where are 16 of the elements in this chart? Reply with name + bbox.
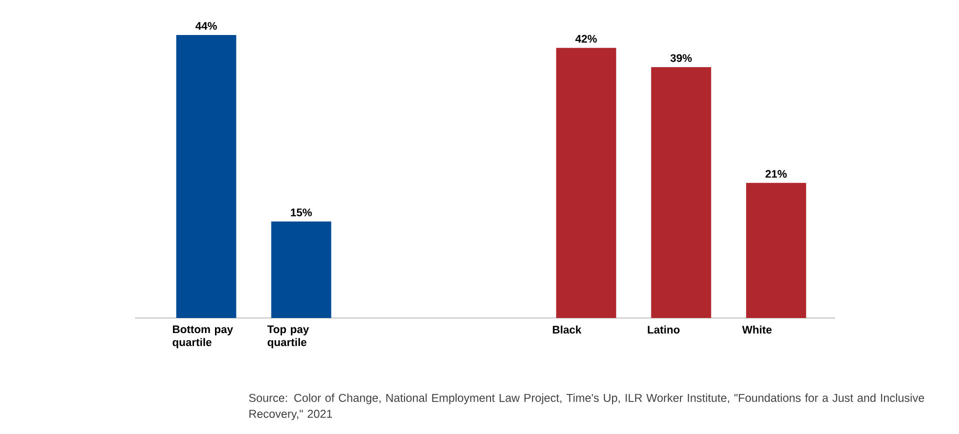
data-label: 39% xyxy=(670,54,692,62)
x-tick-label: Top pay quartile xyxy=(267,326,309,348)
data-label: 42% xyxy=(575,34,597,43)
x-tick-label: Black xyxy=(552,326,582,334)
bar xyxy=(271,222,332,318)
source-note: Source: Color of Change, National Employment Law Project, Time's Up, ILR Worker Institute, "Foundations for a Just and Inclusive Recovery," 2021 xyxy=(249,394,924,420)
bar xyxy=(556,48,616,318)
data-label: 15% xyxy=(290,208,312,216)
data-label: 21% xyxy=(766,170,787,178)
bar xyxy=(176,35,236,318)
x-tick-label: Bottom pay quartile xyxy=(172,326,234,348)
data-label: 44% xyxy=(195,22,217,30)
x-tick-label: Latino xyxy=(648,326,680,334)
x-tick-label: White xyxy=(742,326,772,334)
bar xyxy=(651,67,712,318)
bar xyxy=(746,182,806,318)
